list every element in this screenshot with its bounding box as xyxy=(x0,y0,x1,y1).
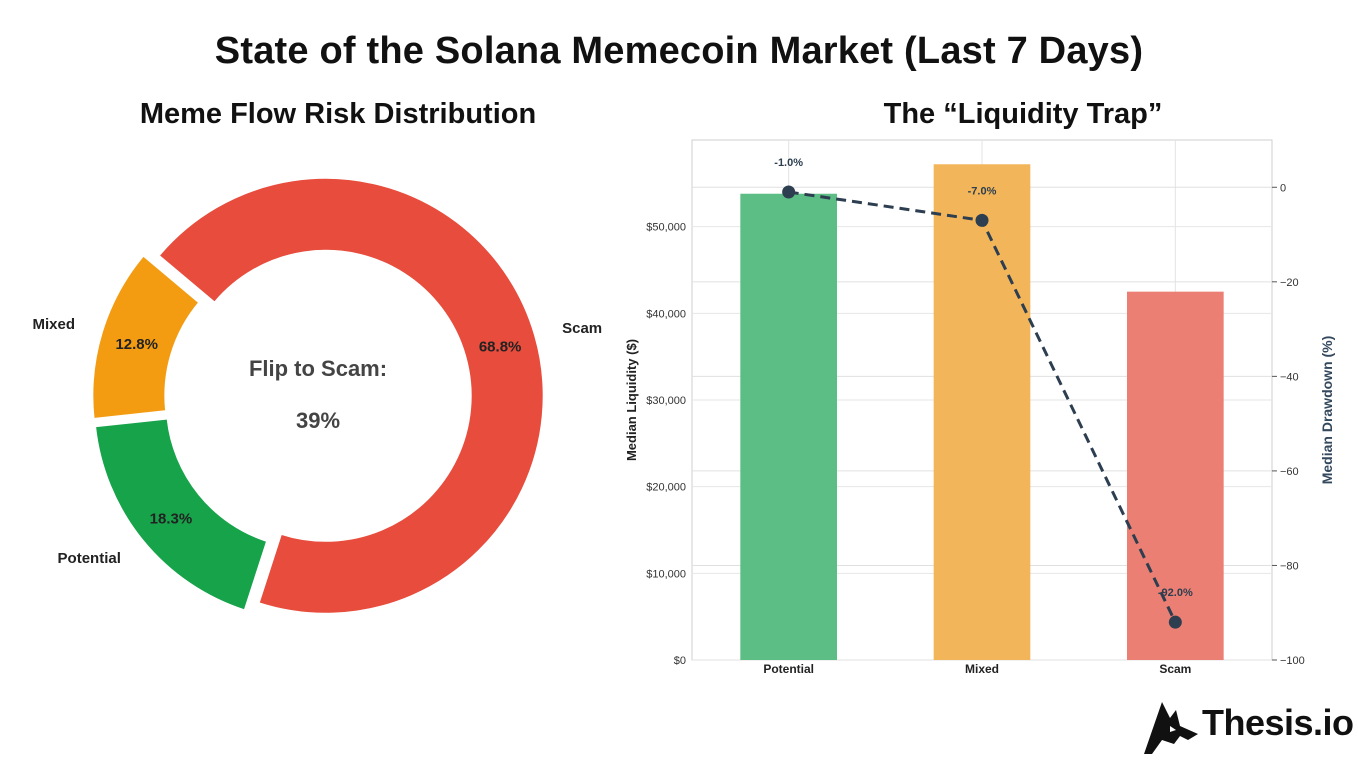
donut-slice-mixed xyxy=(91,254,201,421)
donut-category-label-scam: Scam xyxy=(562,320,602,337)
y-tick-label: $50,000 xyxy=(646,222,686,234)
drawdown-point-potential xyxy=(782,185,796,199)
y2-tick-label: −60 xyxy=(1280,466,1299,478)
bar-mixed xyxy=(933,164,1031,660)
donut-center-value: 39% xyxy=(296,408,340,433)
y-tick-label: $10,000 xyxy=(646,568,686,580)
donut-category-label-mixed: Mixed xyxy=(33,316,76,333)
y-tick-label: $0 xyxy=(674,655,686,667)
donut-pct-label-potential: 18.3% xyxy=(150,511,193,528)
thesis-logo: Thesis.io xyxy=(1140,696,1354,760)
x-tick-label: Scam xyxy=(1159,662,1191,676)
donut-chart-title: Meme Flow Risk Distribution xyxy=(139,98,537,130)
logo-text: Thesis.io xyxy=(1202,702,1354,743)
y2-tick-label: 0 xyxy=(1280,182,1286,194)
bar-scam xyxy=(1127,291,1224,660)
y2-tick-label: −80 xyxy=(1280,560,1299,572)
drawdown-data-label: -92.0% xyxy=(1158,587,1193,599)
page-title: State of the Solana Memecoin Market (Las… xyxy=(214,30,1144,72)
bar-chart-title: The “Liquidity Trap” xyxy=(883,98,1163,130)
drawdown-data-label: -7.0% xyxy=(968,185,997,197)
donut-category-label-potential: Potential xyxy=(58,550,121,567)
donut-center-label: Flip to Scam: xyxy=(249,356,387,381)
y-tick-label: $20,000 xyxy=(646,482,686,494)
x-tick-label: Mixed xyxy=(965,662,999,676)
drawdown-point-mixed xyxy=(975,213,989,227)
drawdown-point-scam xyxy=(1168,615,1182,629)
x-tick-label: Potential xyxy=(763,662,814,676)
y-tick-label: $30,000 xyxy=(646,395,686,407)
y-tick-label: $40,000 xyxy=(646,308,686,320)
donut-pct-label-scam: 68.8% xyxy=(479,339,522,356)
y2-tick-label: −100 xyxy=(1280,655,1305,667)
drawdown-data-label: -1.0% xyxy=(774,157,803,169)
y2-axis-label: Median Drawdown (%) xyxy=(1319,336,1335,485)
y-axis-label: Median Liquidity ($) xyxy=(624,339,639,461)
donut-slice-potential xyxy=(93,417,269,612)
y2-tick-label: −20 xyxy=(1280,277,1299,289)
wolf-logo-icon xyxy=(1144,702,1198,754)
donut-slice-scam xyxy=(157,176,545,615)
y2-tick-label: −40 xyxy=(1280,371,1299,383)
donut-pct-label-mixed: 12.8% xyxy=(115,336,158,353)
bar-potential xyxy=(740,193,837,660)
donut-chart: 68.8% Scam 18.3% Potential 12.8% Mixed Flip to… xyxy=(33,176,602,615)
liquidity-bar-chart: $0 $10,000 $20,000 $30,000 $40,000 $50,000 0 −2… xyxy=(624,139,1335,676)
